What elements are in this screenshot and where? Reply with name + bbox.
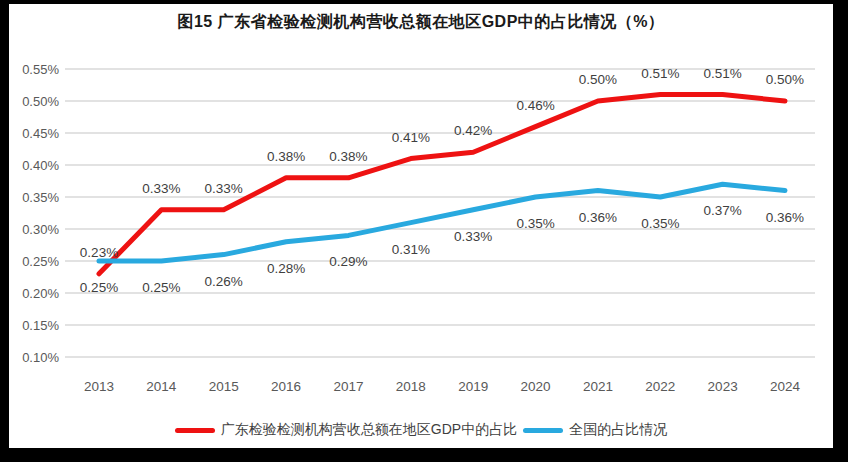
x-tick-label: 2024 bbox=[770, 379, 801, 394]
legend: 广东检验检测机构营收总额在地区GDP中的占比 全国的占比情况 bbox=[9, 421, 833, 439]
guangdong-data-label: 0.33% bbox=[205, 181, 243, 196]
guangdong-data-label: 0.50% bbox=[579, 72, 617, 87]
chart-frame: 0.55% 0.50% 0.45% 0.40% 0.35% 0.30% 0.25% 0.20%… bbox=[0, 0, 848, 462]
guangdong-data-label: 0.46% bbox=[516, 98, 554, 113]
y-tick-label: 0.15% bbox=[22, 318, 59, 333]
x-tick-label: 2023 bbox=[708, 379, 738, 394]
national-data-label: 0.36% bbox=[766, 210, 804, 225]
y-tick-label: 0.45% bbox=[22, 126, 59, 141]
guangdong-data-label: 0.51% bbox=[641, 66, 679, 81]
y-tick-label: 0.25% bbox=[22, 254, 59, 269]
chart-title: 图15 广东省检验检测机构营收总额在地区GDP中的占比情况（%） bbox=[9, 12, 833, 33]
guangdong-data-label: 0.33% bbox=[142, 181, 180, 196]
national-data-label: 0.28% bbox=[267, 261, 305, 276]
guangdong-data-label: 0.38% bbox=[329, 149, 367, 164]
y-tick-label: 0.40% bbox=[22, 158, 59, 173]
series-line-guangdong bbox=[99, 95, 785, 274]
guangdong-data-label: 0.50% bbox=[766, 72, 804, 87]
national-data-label: 0.35% bbox=[641, 216, 679, 231]
x-tick-label: 2014 bbox=[146, 379, 177, 394]
legend-label-guangdong: 广东检验检测机构营收总额在地区GDP中的占比 bbox=[221, 421, 517, 439]
legend-item-national: 全国的占比情况 bbox=[523, 421, 667, 439]
blue-line-swatch bbox=[523, 428, 563, 433]
national-data-label: 0.33% bbox=[454, 229, 492, 244]
y-tick-label: 0.35% bbox=[22, 190, 59, 205]
y-tick-label: 0.20% bbox=[22, 286, 59, 301]
chart-card: 0.55% 0.50% 0.45% 0.40% 0.35% 0.30% 0.25% 0.20%… bbox=[9, 4, 833, 448]
x-tick-label: 2015 bbox=[209, 379, 239, 394]
national-data-label: 0.25% bbox=[142, 280, 180, 295]
plot-area: 0.55% 0.50% 0.45% 0.40% 0.35% 0.30% 0.25% 0.20%… bbox=[9, 4, 833, 448]
x-tick-label: 2019 bbox=[458, 379, 488, 394]
series-line-national bbox=[99, 184, 785, 261]
national-data-label: 0.37% bbox=[703, 203, 741, 218]
national-data-label: 0.29% bbox=[329, 254, 367, 269]
national-data-label: 0.31% bbox=[392, 242, 430, 257]
x-tick-label: 2016 bbox=[271, 379, 301, 394]
legend-label-national: 全国的占比情况 bbox=[569, 421, 667, 439]
y-tick-label: 0.55% bbox=[22, 62, 59, 77]
guangdong-data-label: 0.41% bbox=[392, 130, 430, 145]
x-tick-label: 2018 bbox=[396, 379, 426, 394]
y-tick-label: 0.10% bbox=[22, 350, 59, 365]
national-data-label: 0.35% bbox=[516, 216, 554, 231]
red-line-swatch bbox=[175, 428, 215, 433]
guangdong-data-label: 0.42% bbox=[454, 123, 492, 138]
national-data-label: 0.25% bbox=[80, 280, 118, 295]
x-tick-label: 2013 bbox=[84, 379, 114, 394]
x-tick-label: 2020 bbox=[521, 379, 551, 394]
national-data-label: 0.36% bbox=[579, 210, 617, 225]
guangdong-data-label: 0.38% bbox=[267, 149, 305, 164]
guangdong-data-label: 0.51% bbox=[703, 66, 741, 81]
guangdong-data-label: 0.23% bbox=[80, 245, 118, 260]
y-tick-label: 0.30% bbox=[22, 222, 59, 237]
x-tick-label: 2021 bbox=[583, 379, 613, 394]
y-tick-label: 0.50% bbox=[22, 94, 59, 109]
national-data-label: 0.26% bbox=[205, 274, 243, 289]
x-tick-label: 2022 bbox=[645, 379, 675, 394]
legend-item-guangdong: 广东检验检测机构营收总额在地区GDP中的占比 bbox=[175, 421, 517, 439]
x-tick-label: 2017 bbox=[333, 379, 363, 394]
